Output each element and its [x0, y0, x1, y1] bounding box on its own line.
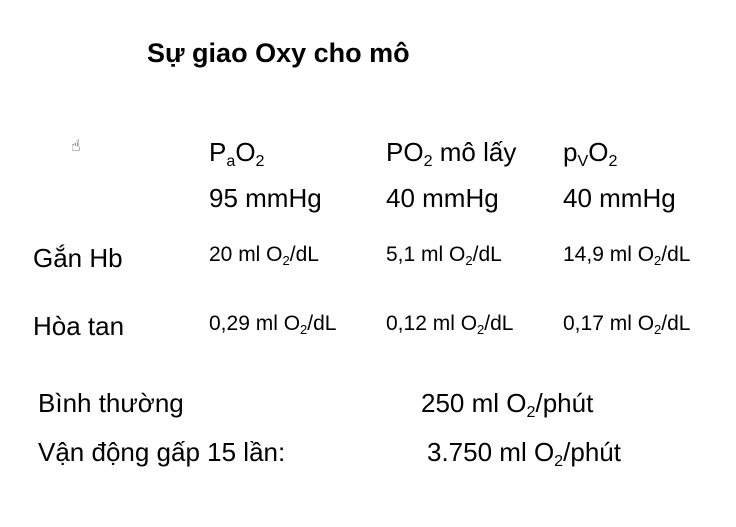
- header-subscript: 2: [608, 151, 618, 170]
- cell-text: 0,12 ml O: [386, 312, 478, 335]
- hand-cursor-icon: ☝: [71, 136, 81, 155]
- summary-text: 250 ml O: [421, 388, 527, 418]
- pressure-pao2: 95 mmHg: [209, 183, 322, 213]
- header-subscript: a: [226, 151, 236, 170]
- cell-hb-pao2: 20 ml O2/dL: [209, 243, 319, 268]
- page-title: Sự giao Oxy cho mô: [147, 38, 410, 68]
- header-text: mô lấy: [432, 137, 517, 167]
- header-text: O: [588, 137, 609, 167]
- summary-label-exercise: Vận động gấp 15 lần:: [38, 437, 286, 467]
- header-subscript: V: [577, 151, 589, 170]
- column-header-po2-tissue: PO2 mô lấy: [386, 137, 517, 169]
- pressure-pvo2: 40 mmHg: [563, 183, 676, 213]
- cell-hb-pvo2: 14,9 ml O2/dL: [563, 243, 691, 268]
- cell-text: 14,9 ml O: [563, 243, 655, 266]
- cell-text: 0,17 ml O: [563, 312, 655, 335]
- header-text: p: [563, 137, 578, 167]
- summary-subscript: 2: [526, 402, 536, 421]
- header-text: O: [235, 137, 256, 167]
- cell-subscript: 2: [654, 321, 662, 337]
- summary-text: /phút: [535, 388, 594, 418]
- summary-subscript: 2: [554, 451, 564, 470]
- cell-subscript: 2: [654, 252, 662, 268]
- cell-hb-po2-tissue: 5,1 ml O2/dL: [386, 243, 502, 268]
- summary-label-normal: Bình thường: [38, 388, 184, 418]
- column-header-pvo2: pVO2: [563, 137, 617, 169]
- cell-text: /dL: [289, 243, 319, 266]
- header-subscript: 2: [423, 151, 433, 170]
- cell-text: /dL: [484, 312, 514, 335]
- cell-text: /dL: [472, 243, 502, 266]
- cell-text: 20 ml O: [209, 243, 283, 266]
- cell-dissolved-pao2: 0,29 ml O2/dL: [209, 312, 337, 337]
- cell-subscript: 2: [300, 321, 308, 337]
- header-subscript: 2: [255, 151, 265, 170]
- summary-value-normal: 250 ml O2/phút: [421, 388, 594, 420]
- summary-text: /phút: [563, 437, 621, 467]
- cell-subscript: 2: [477, 321, 485, 337]
- cell-subscript: 2: [465, 252, 473, 268]
- cell-text: /dL: [661, 243, 691, 266]
- header-text: PO: [386, 137, 424, 167]
- cell-text: /dL: [307, 312, 337, 335]
- column-header-pao2: PaO2: [209, 137, 265, 169]
- summary-text: 3.750 ml O: [427, 437, 555, 467]
- row-label-dissolved: Hòa tan: [33, 311, 125, 341]
- header-text: P: [209, 137, 227, 167]
- cell-subscript: 2: [282, 252, 290, 268]
- cell-dissolved-pvo2: 0,17 ml O2/dL: [563, 312, 691, 337]
- cell-dissolved-po2-tissue: 0,12 ml O2/dL: [386, 312, 514, 337]
- pressure-po2-tissue: 40 mmHg: [386, 183, 499, 213]
- cell-text: /dL: [661, 312, 691, 335]
- cell-text: 0,29 ml O: [209, 312, 301, 335]
- row-label-hb-bound: Gắn Hb: [33, 243, 123, 273]
- cell-text: 5,1 ml O: [386, 243, 466, 266]
- summary-value-exercise: 3.750 ml O2/phút: [427, 437, 621, 469]
